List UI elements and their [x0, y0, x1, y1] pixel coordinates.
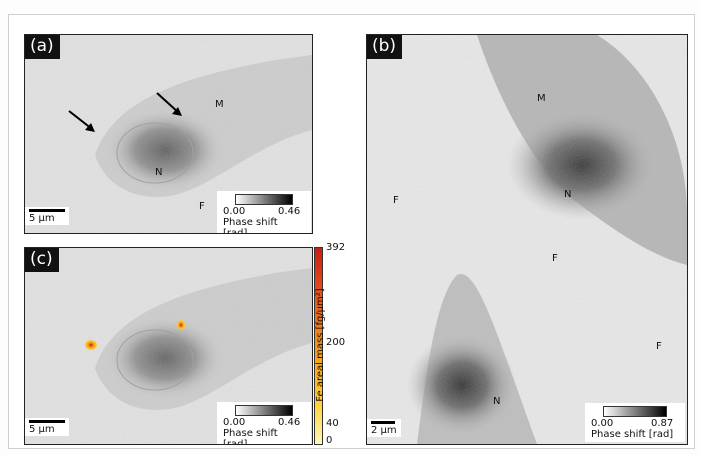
scale-bar-a: 5 µm	[25, 207, 69, 225]
marker-m: M	[215, 99, 224, 110]
colorbar-c-min: 0.00	[223, 417, 246, 428]
fe-areal-mass-colorbar	[314, 247, 323, 445]
marker-n: N	[155, 167, 163, 178]
colorbar-c-max: 0.46	[278, 417, 301, 428]
scale-bar-b: 2 µm	[367, 419, 401, 437]
fe-colorbar-title: Fe areal mass [fg/µm²]	[315, 288, 326, 402]
scale-bar-text: 5 µm	[29, 424, 55, 435]
scale-bar-line	[29, 420, 65, 423]
scale-bar-text: 5 µm	[29, 213, 55, 224]
scale-bar-line	[29, 209, 65, 212]
marker-f-mid: F	[552, 253, 558, 264]
marker-f-right: F	[656, 341, 662, 352]
scale-bar-c: 5 µm	[25, 418, 69, 436]
colorbar-a-max: 0.46	[278, 206, 301, 217]
colorbar-a-min: 0.00	[223, 206, 246, 217]
arrow-right-head	[172, 107, 182, 116]
colorbar-a-gradient	[235, 194, 293, 205]
colorbar-a: 0.00 0.46 Phase shift [rad]	[217, 191, 311, 234]
panel-b: (b) M N F F F N 2 µm 0.00 0.87 Phase shi…	[366, 34, 688, 445]
colorbar-b-max: 0.87	[651, 418, 674, 429]
marker-n-bottom: N	[493, 396, 501, 407]
arrow-left	[68, 110, 93, 130]
panel-b-micrograph	[367, 35, 687, 444]
panel-c-label: (c)	[25, 248, 59, 272]
arrow-left-head	[85, 123, 95, 132]
marker-f-left: F	[393, 195, 399, 206]
colorbar-c-gradient	[235, 405, 293, 416]
fe-tick-200: 200	[326, 337, 346, 348]
panel-a: (a) M N F 5 µm 0.00 0.46 Phase shift [ra…	[24, 34, 313, 234]
colorbar-c-title: Phase shift [rad]	[223, 428, 278, 445]
panel-c: (c) 5 µm 0.00 0.46 Phase shift [rad]	[24, 247, 313, 445]
fe-tick-392: 392	[326, 242, 346, 253]
arrows-overlay	[68, 92, 182, 132]
marker-n-top: N	[564, 189, 572, 200]
panel-a-micrograph	[25, 35, 312, 233]
marker-m: M	[537, 93, 546, 104]
marker-f: F	[199, 201, 205, 212]
colorbar-b-title: Phase shift [rad]	[591, 429, 674, 440]
colorbar-b-min: 0.00	[591, 418, 614, 429]
panel-a-label: (a)	[25, 35, 60, 59]
colorbar-b-gradient	[603, 406, 667, 417]
colorbar-c: 0.00 0.46 Phase shift [rad]	[217, 402, 311, 445]
fe-spot-right	[177, 320, 185, 330]
colorbar-b: 0.00 0.87 Phase shift [rad]	[585, 403, 685, 442]
scale-bar-line	[371, 421, 395, 424]
fe-tick-40: 40	[326, 418, 339, 429]
scale-bar-text: 2 µm	[371, 425, 397, 436]
fe-tick-0: 0	[326, 435, 333, 446]
colorbar-a-title: Phase shift [rad]	[223, 217, 278, 234]
panel-b-label: (b)	[367, 35, 403, 59]
fe-spot-left	[85, 340, 97, 350]
arrow-right	[156, 92, 180, 114]
